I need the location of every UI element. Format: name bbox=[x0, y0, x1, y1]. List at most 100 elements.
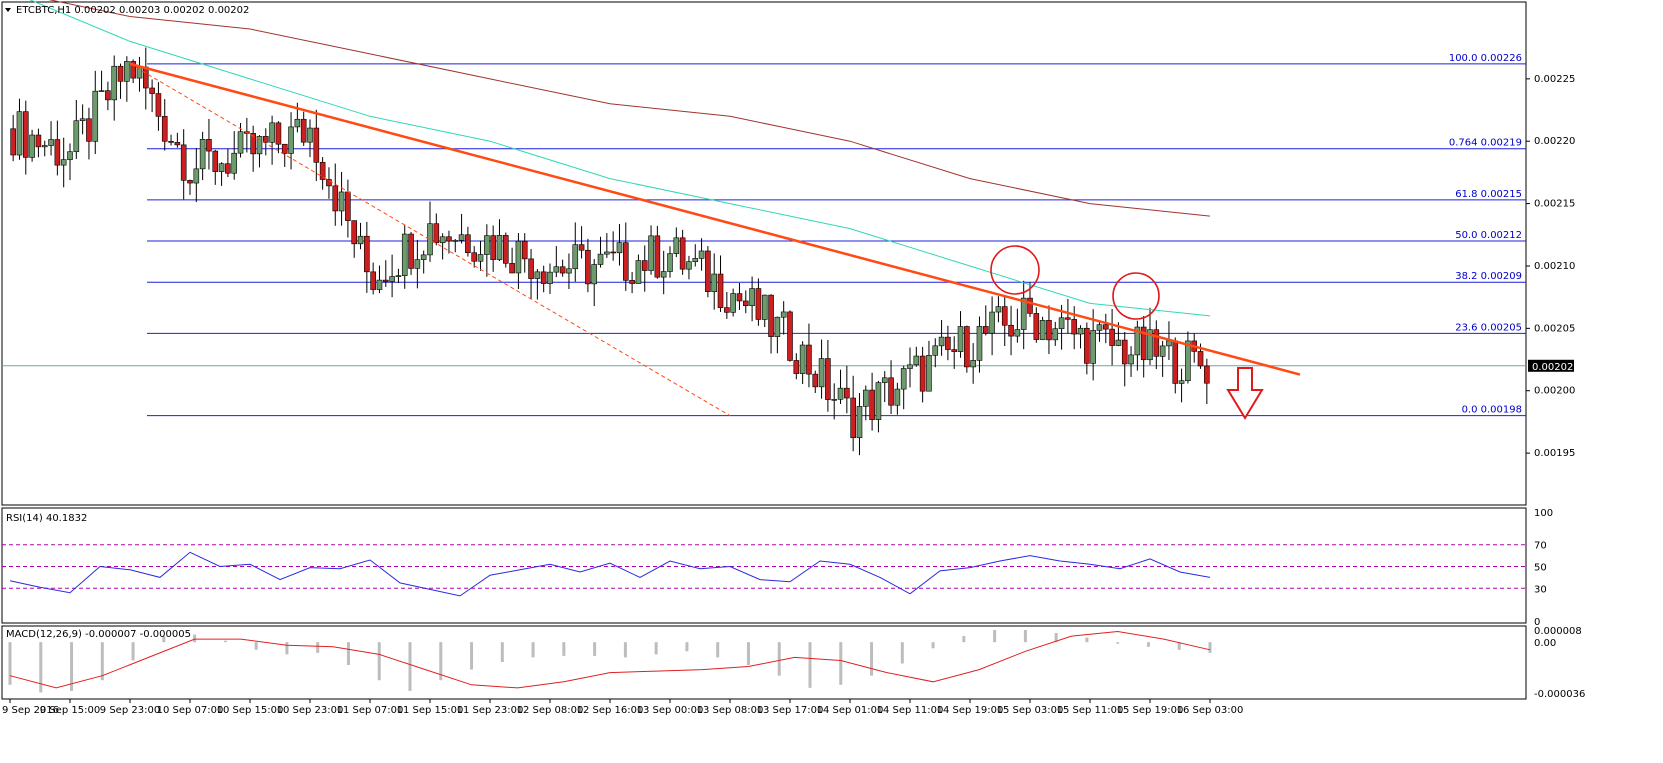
bull-candle bbox=[1052, 328, 1059, 341]
bull-candle bbox=[1090, 330, 1096, 364]
bear-candle bbox=[825, 358, 831, 400]
time-axis-label: 15 Sep 03:00 bbox=[997, 705, 1064, 716]
macd-histogram-bar bbox=[1116, 642, 1120, 644]
bear-candle bbox=[446, 236, 452, 242]
bull-candle bbox=[256, 136, 263, 155]
rsi-axis-label: 50 bbox=[1534, 563, 1547, 574]
bear-candle bbox=[1046, 320, 1052, 341]
bear-candle bbox=[262, 136, 269, 143]
bull-candle bbox=[1058, 317, 1065, 330]
bull-candle bbox=[932, 345, 939, 356]
bull-candle bbox=[547, 271, 553, 284]
bear-candle bbox=[509, 263, 515, 274]
triangle-down-icon[interactable] bbox=[5, 8, 11, 12]
macd-histogram-bar bbox=[1085, 637, 1089, 643]
macd-histogram-bar bbox=[408, 642, 412, 691]
bull-candle bbox=[566, 268, 572, 274]
bear-candle bbox=[629, 280, 635, 284]
macd-histogram-bar bbox=[377, 642, 381, 681]
bear-candle bbox=[1204, 365, 1210, 384]
bull-candle bbox=[29, 134, 35, 158]
bear-candle bbox=[300, 118, 307, 143]
bear-candle bbox=[806, 344, 812, 375]
bear-candle bbox=[1027, 297, 1033, 314]
bear-candle bbox=[1197, 351, 1204, 367]
bull-candle bbox=[970, 360, 976, 368]
bull-candle bbox=[831, 399, 838, 401]
fib-label: 0.764 0.00219 bbox=[1449, 138, 1522, 149]
bear-candle bbox=[161, 116, 168, 142]
bear-candle bbox=[326, 179, 332, 187]
bear-candle bbox=[528, 258, 534, 279]
slow-moving-average-line bbox=[48, 0, 1211, 217]
bull-candle bbox=[231, 152, 238, 174]
macd-histogram-bar bbox=[193, 634, 197, 643]
macd-histogram-bar bbox=[685, 642, 689, 652]
bear-candle bbox=[1065, 317, 1071, 320]
price-axis-label: 0.00210 bbox=[1534, 261, 1575, 272]
bear-candle bbox=[465, 234, 471, 254]
bull-candle bbox=[1134, 326, 1141, 356]
macd-histogram-bar bbox=[1208, 642, 1212, 653]
bull-candle bbox=[515, 240, 522, 274]
macd-histogram-bar bbox=[900, 642, 904, 664]
bull-candle bbox=[452, 240, 459, 242]
time-axis-label: 10 Sep 15:00 bbox=[217, 705, 284, 716]
price-axis-label: 0.00195 bbox=[1534, 448, 1575, 459]
macd-histogram-bar bbox=[162, 636, 166, 643]
rsi-panel[interactable] bbox=[1, 507, 1527, 624]
macd-histogram-bar bbox=[746, 642, 750, 666]
bull-candle bbox=[41, 145, 48, 148]
bear-candle bbox=[1153, 329, 1160, 357]
bull-candle bbox=[591, 264, 598, 285]
rsi-axis-label: 70 bbox=[1534, 541, 1547, 552]
macd-layer bbox=[8, 630, 1212, 693]
time-axis-label: 15 Sep 19:00 bbox=[1117, 705, 1184, 716]
bull-candle bbox=[193, 168, 200, 184]
bear-candle bbox=[408, 233, 414, 269]
macd-axis-label: 0.000008 bbox=[1534, 626, 1582, 637]
bear-candle bbox=[332, 185, 339, 212]
bull-candle bbox=[1020, 297, 1027, 330]
bull-candle bbox=[604, 251, 610, 255]
macd-histogram-bar bbox=[993, 630, 997, 643]
bull-candle bbox=[484, 235, 490, 255]
bear-candle bbox=[736, 293, 743, 302]
bear-candle bbox=[559, 266, 566, 274]
macd-histogram-bar bbox=[808, 642, 812, 688]
bull-candle bbox=[673, 237, 680, 254]
macd-histogram-bar bbox=[593, 642, 597, 656]
time-axis-label: 14 Sep 19:00 bbox=[937, 705, 1004, 716]
fib-label: 23.6 0.00205 bbox=[1455, 322, 1522, 333]
bull-candle bbox=[572, 244, 579, 270]
bear-candle bbox=[502, 235, 509, 264]
bear-candle bbox=[521, 240, 528, 260]
price-layer: 100.0 0.00226 0.764 0.00219 61.8 0.00215 50… bbox=[2, 0, 1526, 456]
bear-candle bbox=[281, 143, 288, 154]
bear-candle bbox=[964, 326, 970, 368]
bear-candle bbox=[433, 223, 440, 244]
bull-candle bbox=[900, 368, 907, 390]
bull-candle bbox=[1159, 345, 1166, 357]
bear-candle bbox=[130, 61, 136, 79]
time-axis-label: 12 Sep 16:00 bbox=[577, 705, 644, 716]
bull-candle bbox=[60, 159, 67, 166]
bull-candle bbox=[389, 276, 395, 282]
bear-candle bbox=[793, 360, 800, 374]
bull-candle bbox=[926, 355, 932, 392]
time-axis-label: 10 Sep 07:00 bbox=[157, 705, 224, 716]
bear-candle bbox=[622, 242, 629, 281]
macd-panel[interactable] bbox=[1, 625, 1527, 700]
price-axis-label: 0.00220 bbox=[1534, 136, 1575, 147]
bull-candle bbox=[288, 126, 294, 154]
price-panel[interactable] bbox=[1, 1, 1527, 506]
bear-candle bbox=[1084, 327, 1090, 364]
bull-candle bbox=[799, 344, 806, 374]
bull-candle bbox=[913, 355, 920, 366]
macd-axis-label: -0.000036 bbox=[1534, 689, 1585, 700]
bear-candle bbox=[382, 279, 389, 282]
macd-histogram-bar bbox=[654, 642, 658, 655]
fib-label: 0.0 0.00198 bbox=[1462, 405, 1522, 416]
macd-histogram-bar bbox=[562, 642, 566, 656]
